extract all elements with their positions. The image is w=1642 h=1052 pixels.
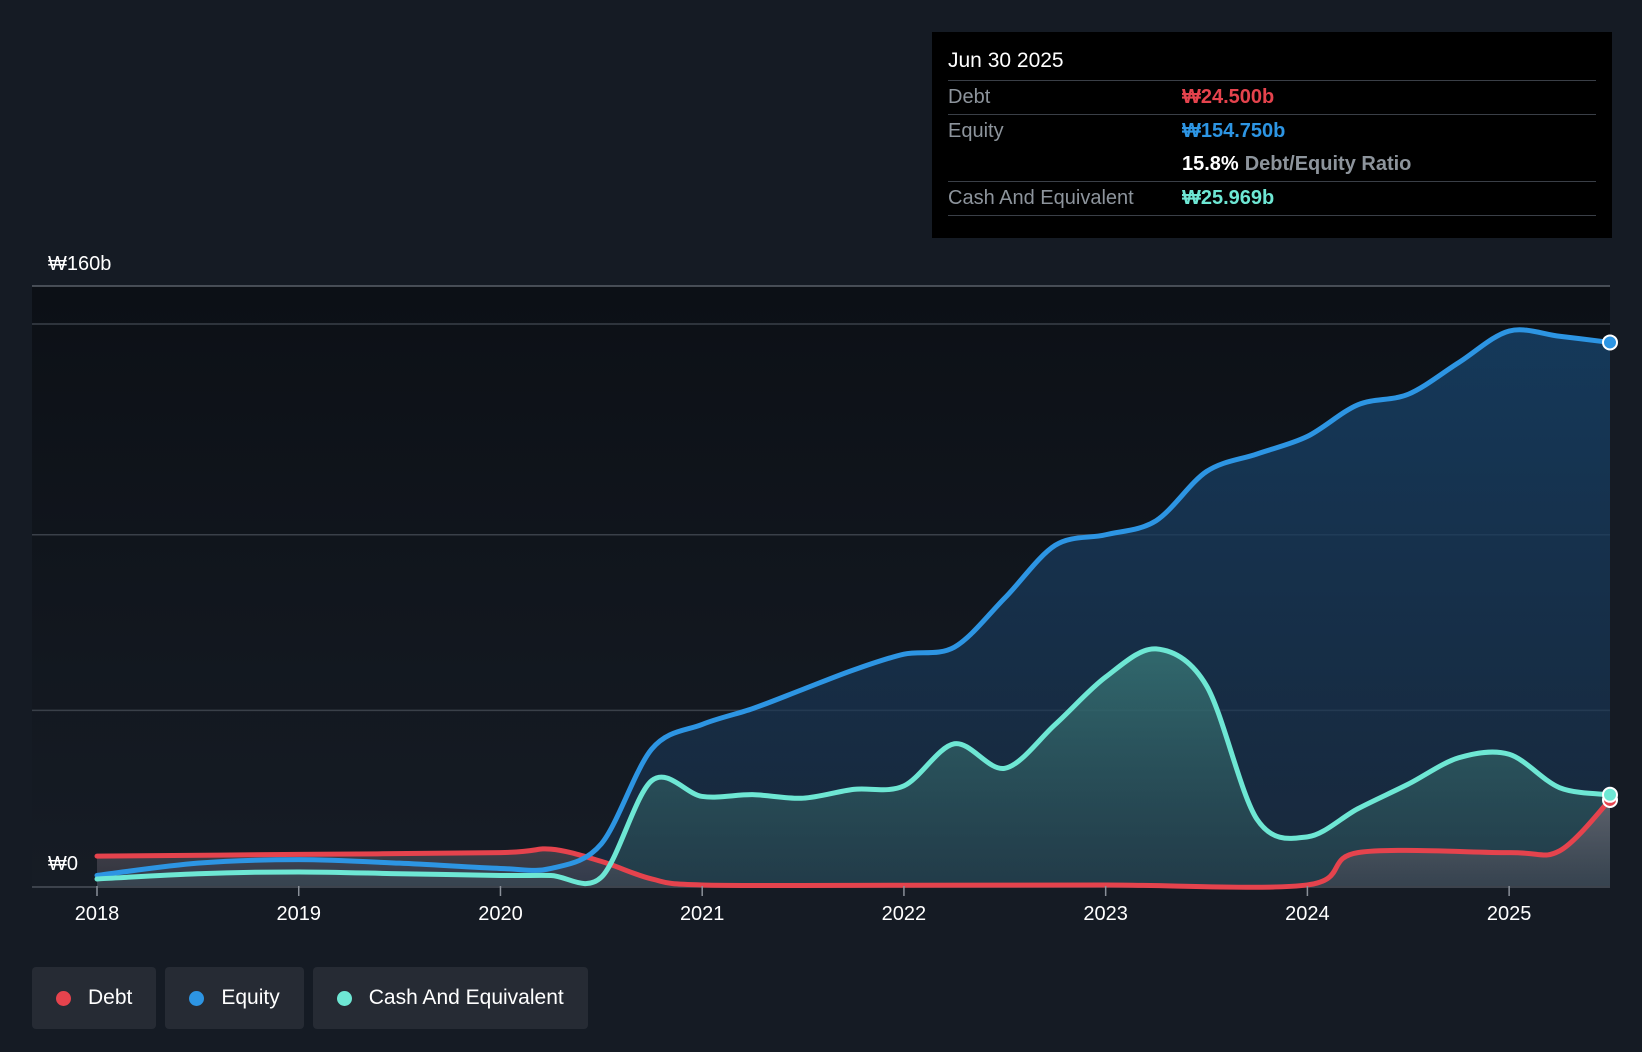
x-tick-label: 2018 <box>75 903 120 925</box>
tooltip: Jun 30 2025 Debt ₩24.500b Equity ₩154.75… <box>932 32 1612 238</box>
tooltip-cash-value: ₩25.969b <box>1182 187 1275 209</box>
tooltip-debt-row: Debt ₩24.500b <box>948 80 1596 114</box>
legend-item-equity[interactable]: Equity <box>165 967 304 1029</box>
legend-item-debt[interactable]: Debt <box>32 967 157 1029</box>
legend-item-cash[interactable]: Cash And Equivalent <box>312 967 588 1029</box>
tooltip-ratio-value: 15.8% <box>1182 153 1239 175</box>
debt-line <box>94 797 1613 890</box>
x-tick-label: 2019 <box>276 903 321 925</box>
x-tick-label: 2024 <box>1285 903 1330 925</box>
cash-area <box>97 648 1610 886</box>
tooltip-equity-label: Equity <box>948 120 1004 142</box>
cash-end-marker[interactable] <box>1602 786 1618 803</box>
tooltip-cash-label: Cash And Equivalent <box>948 187 1134 209</box>
x-axis-ticks: 2018 2019 2020 2021 2022 2023 2024 2025 <box>75 886 1532 925</box>
x-tick-label: 2022 <box>882 903 927 925</box>
cash-dot-icon <box>336 990 352 1006</box>
tooltip-equity-value: ₩154.750b <box>1182 120 1286 142</box>
end-markers <box>1602 334 1618 808</box>
y-axis-top-label: ₩160b <box>48 253 111 275</box>
debt-dot-icon <box>56 990 71 1006</box>
equity-end-marker[interactable] <box>1602 334 1618 351</box>
legend-label-debt: Debt <box>88 986 133 1009</box>
tooltip-debt-label: Debt <box>948 86 991 108</box>
series-lines <box>94 327 1613 890</box>
x-tick-label: 2023 <box>1083 903 1128 925</box>
equity-line <box>94 327 1613 878</box>
legend-label-equity: Equity <box>221 986 280 1009</box>
x-tick-label: 2025 <box>1487 903 1532 925</box>
x-tick-label: 2020 <box>478 903 523 925</box>
tooltip-equity-row: Equity ₩154.750b <box>948 114 1596 148</box>
tooltip-debt-value: ₩24.500b <box>1182 86 1275 108</box>
tooltip-cash-row: Cash And Equivalent ₩25.969b <box>948 181 1596 216</box>
equity-dot-icon <box>189 990 205 1006</box>
tooltip-date: Jun 30 2025 <box>948 49 1064 72</box>
x-tick-label: 2021 <box>680 903 725 925</box>
y-axis-bottom-label: ₩0 <box>48 853 78 875</box>
legend-label-cash: Cash And Equivalent <box>368 986 564 1009</box>
tooltip-ratio-row: 15.8% Debt/Equity Ratio <box>948 148 1596 181</box>
cash-line <box>94 646 1613 886</box>
tooltip-ratio-label: Debt/Equity Ratio <box>1244 153 1412 175</box>
legend: Debt Equity Cash And Equivalent <box>32 967 588 1029</box>
